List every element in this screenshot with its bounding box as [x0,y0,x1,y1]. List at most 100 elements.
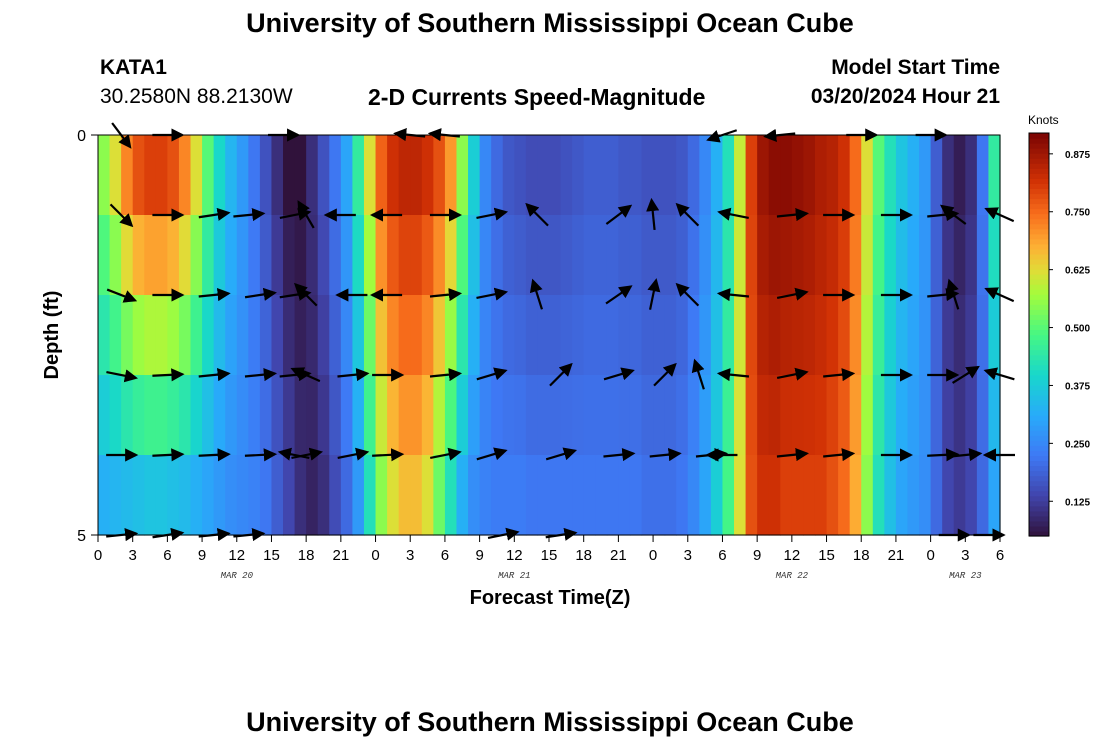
heatmap-cell [768,375,781,456]
heatmap-cell [525,135,539,216]
heatmap-cell [919,295,932,376]
colorbar-swatch [1029,218,1049,225]
heatmap-cell [213,375,226,456]
heatmap-cell [687,375,700,456]
heatmap-cell [549,295,562,376]
heatmap-cell [479,375,492,456]
x-tick-label: 15 [263,547,280,564]
heatmap-cell [421,375,434,456]
x-tick-label: 0 [649,547,657,564]
heatmap-cell [942,455,955,536]
heatmap-cell [560,455,573,536]
x-tick-label: 9 [753,547,761,564]
current-vector-arrow [244,448,278,462]
colorbar-swatch [1029,450,1049,456]
day-label: MAR 22 [776,571,809,581]
colorbar-swatch [1029,178,1049,184]
x-tick-label: 6 [441,547,449,564]
colorbar-swatch [1029,425,1049,431]
current-vector-arrow [776,287,809,301]
colorbar-swatch [1029,158,1049,164]
x-tick-label: 18 [298,547,315,564]
heatmap-cell [537,375,550,456]
heatmap-cell [352,215,365,296]
heatmap-cell [132,295,145,376]
heatmap-cell [653,295,666,376]
colorbar-swatch [1029,354,1049,361]
heatmap-cell [178,135,192,216]
heatmap-cell [329,215,342,296]
colorbar-swatch [1029,480,1049,487]
heatmap-cell [814,135,828,216]
colorbar-swatch [1029,359,1049,366]
x-tick-label: 0 [94,547,102,564]
heatmap-cell [942,375,955,456]
current-vector-arrow [646,197,660,231]
heatmap-cell [560,295,573,376]
current-vector-arrow [952,365,980,384]
heatmap-cell [144,295,157,376]
colorbar-tick-label: 0.625 [1065,266,1090,277]
heatmap-cell [491,455,504,536]
day-label: MAR 23 [949,571,982,581]
x-tick-label: 3 [129,547,137,564]
heatmap-cell [259,295,273,376]
heatmap-cell [849,215,862,296]
current-vector-arrow [429,447,462,461]
heatmap-cell [745,455,758,536]
heatmap-cell [236,215,249,296]
colorbar-swatch [1029,213,1049,220]
heatmap-cell [271,375,284,456]
heatmap-cell [549,455,562,536]
heatmap-cell [710,295,724,376]
colorbar-tick-label: 0.125 [1065,497,1090,508]
heatmap-cell [965,295,978,376]
day-label: MAR 21 [498,571,530,581]
heatmap-cell [629,375,643,456]
heatmap-cell [803,375,816,456]
heatmap-cell [976,215,990,296]
heatmap-cell [572,375,585,456]
heatmap-cell [132,135,145,216]
heatmap-cell [988,295,1001,376]
colorbar-swatch [1029,389,1049,396]
heatmap-cell [745,135,758,216]
heatmap-cell [502,455,515,536]
current-vector-arrow [927,288,960,302]
heatmap-cell [803,455,816,536]
heatmap-cell [491,295,504,376]
heatmap-cell [988,215,1001,296]
heatmap-cell [444,135,458,216]
heatmap-cell [98,135,111,216]
colorbar-swatch [1029,314,1049,320]
x-tick-label: 15 [818,547,835,564]
heatmap-cell [236,375,249,456]
colorbar-swatch [1029,475,1049,482]
colorbar-tick-label: 0.250 [1065,439,1090,450]
heatmap-layer [98,135,1001,536]
heatmap-cell [895,215,909,296]
colorbar-swatch [1029,284,1049,290]
colorbar-swatch [1029,500,1049,507]
colorbar-swatch [1029,349,1049,356]
heatmap-cell [965,375,978,456]
current-vector-arrow [476,447,508,461]
colorbar-swatch [1029,188,1049,195]
colorbar-swatch [1029,379,1049,386]
heatmap-cell [583,135,596,216]
heatmap-cell [595,455,608,536]
heatmap-cell [340,135,354,216]
heatmap-cell [363,215,377,296]
heatmap-cell [722,295,735,376]
current-vector-arrow [277,447,310,461]
heatmap-cell [965,215,978,296]
heatmap-cell [884,295,897,376]
heatmap-cell [595,135,608,216]
heatmap-cell [988,135,1001,216]
heatmap-cell [225,215,238,296]
heatmap-cell [109,295,122,376]
colorbar-swatch [1029,430,1049,436]
heatmap-cell [363,135,377,216]
current-vector-arrow [198,207,231,221]
heatmap-cell [363,295,377,376]
